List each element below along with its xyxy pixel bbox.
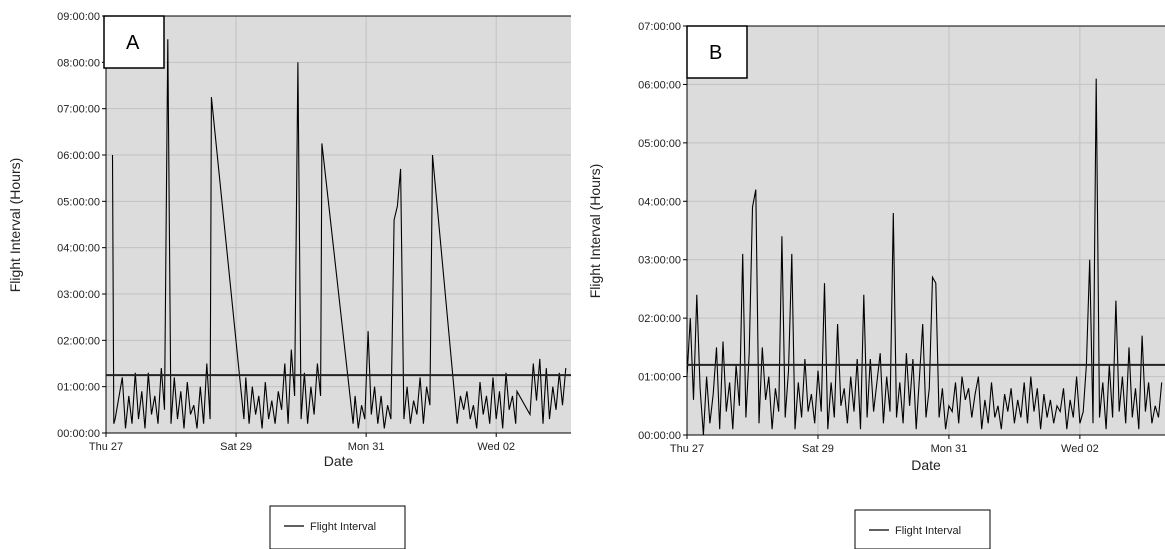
- y-axis-title: Flight Interval (Hours): [587, 164, 603, 299]
- y-tick-label: 09:00:00: [57, 11, 100, 23]
- y-tick-label: 00:00:00: [638, 430, 681, 442]
- series-flight-interval-line: [111, 39, 567, 429]
- x-tick-label: Thu 27: [670, 443, 704, 455]
- panel-label: A: [126, 32, 140, 54]
- y-tick-label: 02:00:00: [57, 335, 100, 347]
- panel-label: B: [709, 42, 722, 64]
- chart-panel-b: 00:00:00 01:00:00 02:00:00 03:00:00 04:00:00…: [587, 21, 1165, 549]
- y-tick-label: 06:00:00: [638, 79, 681, 91]
- y-tick-label: 04:00:00: [638, 196, 681, 208]
- legend-entry-flight-interval: Flight Interval: [310, 521, 376, 533]
- y-tick-label: 05:00:00: [638, 138, 681, 150]
- legend: Flight Interval: [269, 505, 406, 549]
- y-tick-label: 03:00:00: [57, 289, 100, 301]
- y-tick-label: 00:00:00: [57, 428, 100, 440]
- plot-area: [106, 16, 571, 433]
- y-tick-label: 05:00:00: [57, 196, 100, 208]
- panel-label-box: [686, 25, 748, 79]
- x-tick-label: Thu 27: [89, 441, 123, 453]
- y-axis-title: Flight Interval (Hours): [7, 158, 23, 293]
- y-tick-label: 07:00:00: [57, 104, 100, 116]
- y-tick-label: 01:00:00: [638, 372, 681, 384]
- x-tick-label: Mon 31: [931, 443, 968, 455]
- series-flight-interval-line: [687, 78, 1163, 435]
- y-tick-label: 06:00:00: [57, 150, 100, 162]
- plot-area: [687, 26, 1165, 435]
- y-tick-label: 04:00:00: [57, 243, 100, 255]
- x-axis-title: Date: [324, 453, 354, 469]
- x-tick-label: Sat 29: [220, 441, 252, 453]
- legend: Flight Interval: [854, 509, 991, 549]
- y-tick-label: 08:00:00: [57, 57, 100, 69]
- x-tick-label: Mon 31: [348, 441, 385, 453]
- x-tick-label: Wed 02: [1061, 443, 1099, 455]
- legend-box: [269, 505, 406, 549]
- chart-panel-a: 00:00:00 01:00:00 02:00:00 03:00:00 04:00:00…: [7, 11, 571, 549]
- x-tick-label: Sat 29: [802, 443, 834, 455]
- panel-label-box: [103, 15, 165, 69]
- x-tick-label: Wed 02: [477, 441, 515, 453]
- y-tick-label: 03:00:00: [638, 255, 681, 267]
- y-tick-label: 02:00:00: [638, 313, 681, 325]
- legend-entry-flight-interval: Flight Interval: [895, 525, 961, 537]
- y-tick-label: 01:00:00: [57, 382, 100, 394]
- x-axis-title: Date: [911, 457, 941, 473]
- y-tick-label: 07:00:00: [638, 21, 681, 33]
